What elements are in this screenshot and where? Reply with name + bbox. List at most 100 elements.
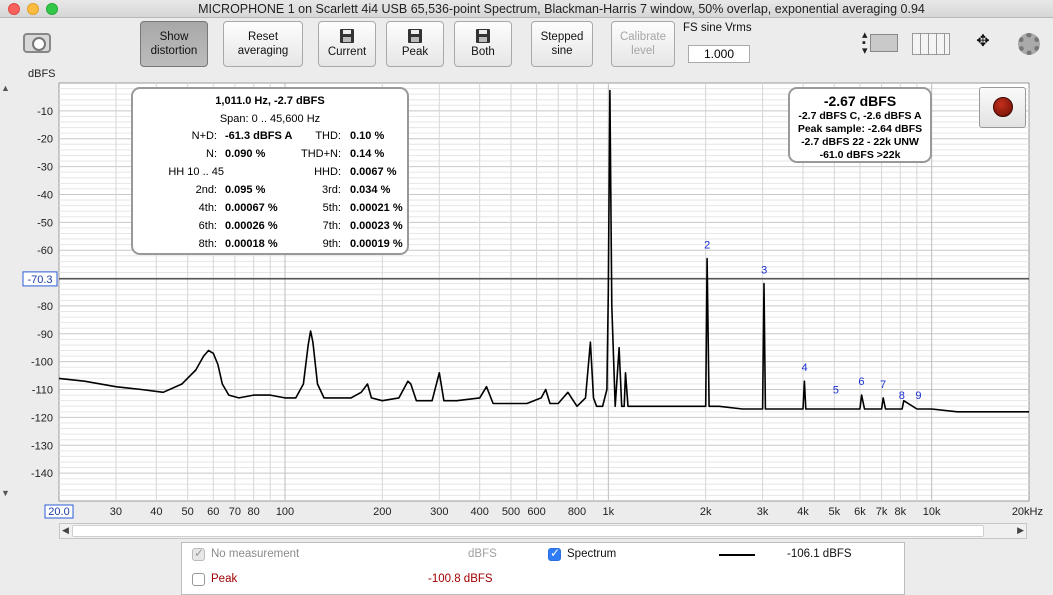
scroll-down-arrow-icon[interactable]: ▼ [1, 488, 10, 498]
show-distortion-label-2: distortion [150, 45, 198, 57]
y-tick-label: -20 [37, 134, 53, 146]
no-measurement-label: No measurement [211, 548, 300, 560]
scroll-right-arrow-icon[interactable]: ▶ [1017, 525, 1024, 535]
scroll-left-arrow-icon[interactable]: ◀ [62, 525, 69, 535]
move-arrows-icon[interactable]: ✥ [976, 33, 990, 50]
h9-label: 9th: [322, 238, 341, 250]
x-tick-label: 5k [829, 506, 841, 518]
fs-sine-vrms-label: FS sine Vrms [683, 22, 752, 34]
calibrate-level-button[interactable]: Calibrate level [611, 21, 675, 67]
x-tick-label: 100 [276, 506, 294, 518]
peak-value: -100.8 dBFS [428, 573, 493, 585]
save-current-button[interactable]: Current [318, 21, 376, 67]
calibrate-level-label-1: Calibrate [619, 31, 667, 43]
nd-label: N+D: [191, 130, 217, 142]
spectrum-label: Spectrum [567, 548, 617, 560]
y-tick-label: -50 [37, 217, 53, 229]
thd-label: THD: [315, 130, 341, 142]
spectrum-series-line[interactable] [58, 89, 1029, 413]
thdn-value: 0.14 % [350, 148, 385, 160]
save-peak-button[interactable]: Peak [386, 21, 444, 67]
fs-sine-vrms-input[interactable]: 1.000 [688, 45, 750, 63]
h5-value: 0.00021 % [350, 202, 403, 214]
floppy-disk-icon [340, 29, 354, 43]
record-icon [993, 97, 1013, 117]
save-both-button[interactable]: Both [454, 21, 512, 67]
x-tick-label: 600 [527, 506, 545, 518]
cursor-box[interactable] [22, 271, 58, 287]
distortion-row: N: 0.090 % THD+N: 0.14 % [133, 148, 407, 166]
layout-panel-icon [870, 34, 898, 52]
dbfs-header: dBFS [468, 548, 497, 560]
h7-label: 7th: [322, 220, 341, 232]
stepped-sine-label-2: sine [551, 45, 573, 57]
spectrum-line-swatch [719, 554, 755, 556]
x-start-box[interactable] [44, 504, 74, 519]
show-distortion-button[interactable]: Show distortion [140, 21, 208, 67]
x-tick-label: 20kHz [1012, 506, 1043, 518]
y-tick-label: -80 [37, 301, 53, 313]
spectrum-checkbox[interactable] [548, 546, 561, 561]
x-tick-label: 4k [797, 506, 809, 518]
close-window-button[interactable] [8, 3, 20, 15]
x-tick-label: 500 [502, 506, 520, 518]
current-label: Current [327, 46, 367, 58]
y-axis-label: dBFS [28, 68, 56, 80]
distortion-row: HH 10 .. 45 HHD: 0.0067 % [133, 166, 407, 184]
thdn-label: THD+N: [300, 148, 341, 160]
x-tick-label: 30 [110, 506, 122, 518]
camera-icon[interactable] [23, 33, 51, 53]
record-button[interactable] [979, 87, 1026, 128]
h7-value: 0.00023 % [350, 220, 403, 232]
gear-icon[interactable] [1018, 33, 1040, 55]
stepped-sine-label-1: Stepped [540, 31, 584, 43]
horizontal-scrollbar[interactable]: ◀ ▶ [59, 523, 1027, 539]
x-start-label: 20.0 [48, 506, 69, 518]
y-tick-label: -10 [37, 106, 53, 118]
x-tick-label: 70 [229, 506, 241, 518]
x-tick-label: 8k [895, 506, 907, 518]
noise-label: N: [206, 148, 217, 160]
h2-value: 0.095 % [225, 184, 266, 196]
layout-toggle-icon[interactable]: ▴ ▪ ▾ [862, 30, 898, 57]
y-tick-label: -90 [37, 329, 53, 341]
spectrum-value: -106.1 dBFS [787, 548, 852, 560]
level-peak-sample: Peak sample: -2.64 dBFS [797, 123, 923, 135]
scrollbar-thumb[interactable] [72, 525, 984, 537]
noise-value: 0.090 % [225, 148, 266, 160]
maximize-window-button[interactable] [46, 3, 58, 15]
minimize-window-button[interactable] [27, 3, 39, 15]
h4-value: 0.00067 % [225, 202, 278, 214]
level-main-value: -2.67 dBFS [823, 93, 897, 109]
h3-value: 0.034 % [350, 184, 391, 196]
distortion-row: N+D: -61.3 dBFS A THD: 0.10 % [133, 130, 407, 148]
no-measurement-checkbox[interactable] [192, 546, 205, 561]
x-tick-label: 6k [854, 506, 866, 518]
h8-value: 0.00018 % [225, 238, 278, 250]
columns-icon[interactable] [912, 33, 950, 55]
x-tick-label: 300 [430, 506, 448, 518]
distortion-fundamental: 1,011.0 Hz, -2.7 dBFS [215, 95, 325, 107]
floppy-disk-icon [408, 29, 422, 43]
harmonic-marker: 9 [915, 390, 921, 402]
reset-averaging-button[interactable]: Reset averaging [223, 21, 303, 67]
distortion-row: 2nd: 0.095 % 3rd: 0.034 % [133, 184, 407, 202]
x-tick-label: 3k [757, 506, 769, 518]
h9-value: 0.00019 % [350, 238, 403, 250]
x-tick-label: 2k [700, 506, 712, 518]
level-above-22k: -61.0 dBFS >22k [819, 149, 901, 161]
peak-checkbox[interactable] [192, 573, 205, 586]
distortion-row: 4th: 0.00067 % 5th: 0.00021 % [133, 202, 407, 220]
harmonic-marker: 8 [899, 390, 905, 402]
level-weighted: -2.7 dBFS C, -2.6 dBFS A [798, 110, 922, 122]
x-tick-label: 60 [207, 506, 219, 518]
scroll-up-arrow-icon[interactable]: ▲ [1, 83, 10, 93]
y-tick-label: -120 [31, 412, 53, 424]
floppy-disk-icon [476, 29, 490, 43]
harmonic-marker: 6 [858, 376, 864, 388]
x-tick-label: 200 [373, 506, 391, 518]
y-tick-label: -60 [37, 245, 53, 257]
reset-averaging-label-2: averaging [237, 45, 289, 57]
stepped-sine-button[interactable]: Stepped sine [531, 21, 593, 67]
reset-averaging-label-1: Reset [247, 31, 279, 43]
